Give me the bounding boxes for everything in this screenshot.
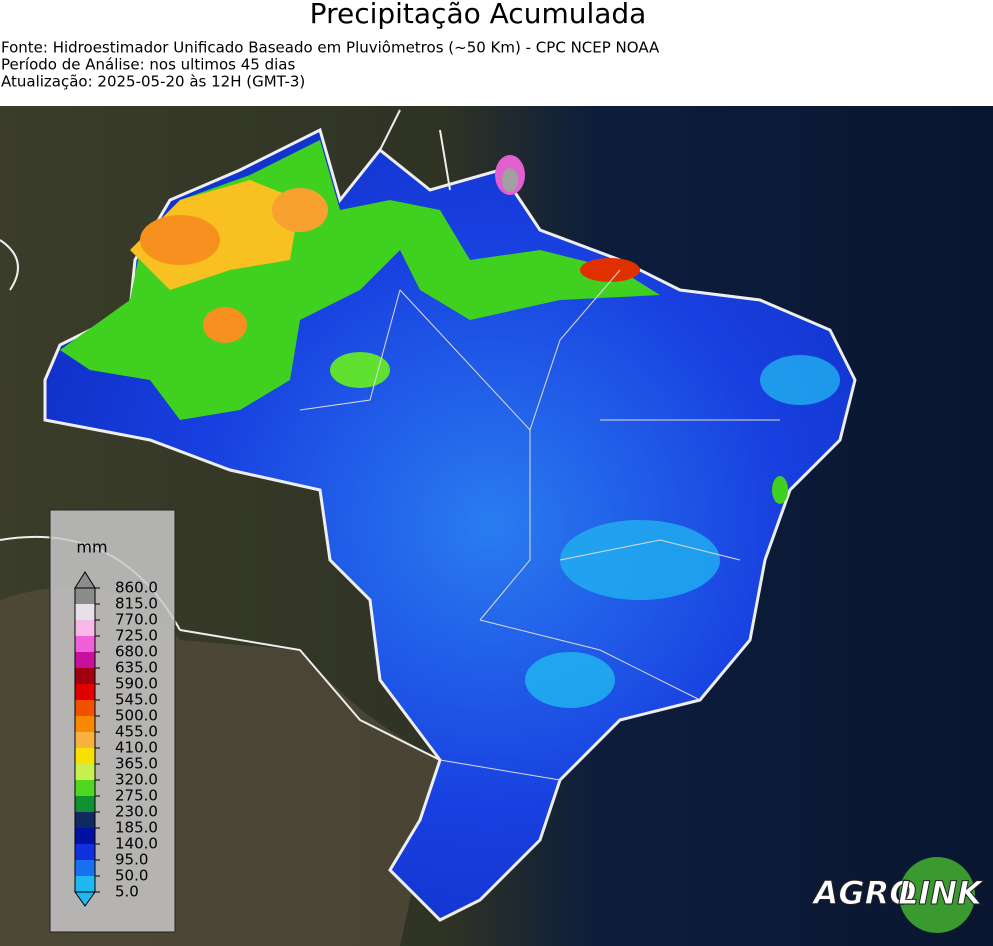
legend-label: 635.0	[115, 659, 158, 677]
color-bin	[75, 812, 95, 828]
legend-label: 590.0	[115, 675, 158, 693]
logo-circle	[899, 857, 975, 933]
color-bin	[75, 604, 95, 620]
legend-label: 860.0	[115, 579, 158, 597]
color-bin	[75, 732, 95, 748]
color-bin	[75, 828, 95, 844]
legend-label: 770.0	[115, 611, 158, 629]
header-line: Período de Análise: nos ultimos 45 dias	[1, 56, 295, 74]
color-bin	[75, 764, 95, 780]
legend-unit: mm	[76, 538, 107, 557]
legend-label: 725.0	[115, 627, 158, 645]
legend-label: 185.0	[115, 819, 158, 837]
header-line: Atualização: 2025-05-20 às 12H (GMT-3)	[1, 73, 305, 91]
color-bin	[75, 860, 95, 876]
legend-box	[49, 509, 176, 933]
color-bin	[75, 636, 95, 652]
header-line: Fonte: Hidroestimador Unificado Baseado …	[1, 39, 660, 57]
header-bg	[0, 0, 993, 106]
legend-label: 5.0	[115, 883, 139, 901]
legend-label: 320.0	[115, 771, 158, 789]
color-bin	[75, 620, 95, 636]
color-bin	[75, 796, 95, 812]
legend-label: 815.0	[115, 595, 158, 613]
color-bin	[75, 844, 95, 860]
color-bin	[75, 588, 95, 604]
precip-high-areas	[60, 140, 840, 708]
color-bin	[75, 652, 95, 668]
state-borders	[299, 269, 780, 781]
legend-label: 50.0	[115, 867, 148, 885]
logo: AGRO LINK	[810, 857, 985, 933]
legend-label: 410.0	[115, 739, 158, 757]
color-bin	[75, 876, 95, 892]
color-bin	[75, 668, 95, 684]
legend-label: 275.0	[115, 787, 158, 805]
legend-label: 680.0	[115, 643, 158, 661]
legend-label: 140.0	[115, 835, 158, 853]
color-bin	[75, 684, 95, 700]
legend-label: 365.0	[115, 755, 158, 773]
color-bin	[75, 716, 95, 732]
color-bin	[75, 700, 95, 716]
title: Precipitação Acumulada	[310, 0, 647, 30]
legend-label: 500.0	[115, 707, 158, 725]
color-bin	[75, 748, 95, 764]
legend-label: 95.0	[115, 851, 148, 869]
colorbar-frame	[74, 587, 96, 893]
color-bin	[75, 780, 95, 796]
legend-label: 545.0	[115, 691, 158, 709]
logo-text-1: AGRO	[811, 874, 917, 912]
legend-label: 455.0	[115, 723, 158, 741]
logo-text-2: LINK	[898, 874, 984, 912]
legend-label: 230.0	[115, 803, 158, 821]
